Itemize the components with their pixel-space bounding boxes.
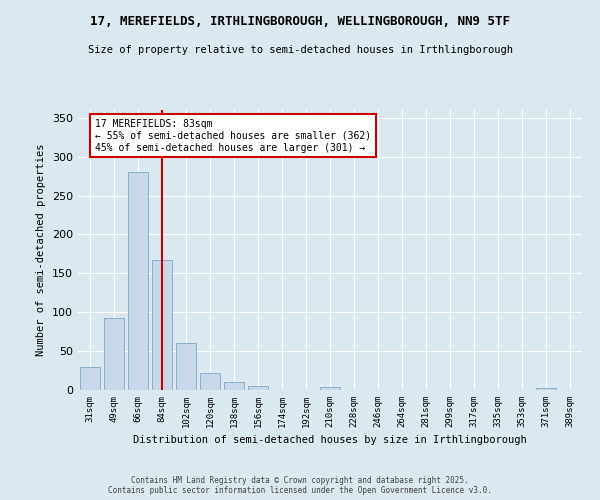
Bar: [248, 386, 268, 390]
Bar: [104, 318, 124, 390]
Text: 17, MEREFIELDS, IRTHLINGBOROUGH, WELLINGBOROUGH, NN9 5TF: 17, MEREFIELDS, IRTHLINGBOROUGH, WELLING…: [90, 15, 510, 28]
Bar: [224, 382, 244, 390]
Text: Size of property relative to semi-detached houses in Irthlingborough: Size of property relative to semi-detach…: [88, 45, 512, 55]
Bar: [152, 260, 172, 390]
Bar: [176, 344, 196, 390]
Bar: [128, 172, 148, 390]
Bar: [200, 373, 220, 390]
Y-axis label: Number of semi-detached properties: Number of semi-detached properties: [37, 144, 46, 356]
Text: Contains HM Land Registry data © Crown copyright and database right 2025.
Contai: Contains HM Land Registry data © Crown c…: [108, 476, 492, 495]
X-axis label: Distribution of semi-detached houses by size in Irthlingborough: Distribution of semi-detached houses by …: [133, 436, 527, 446]
Bar: [80, 366, 100, 390]
Bar: [536, 388, 556, 390]
Bar: [320, 387, 340, 390]
Text: 17 MEREFIELDS: 83sqm
← 55% of semi-detached houses are smaller (362)
45% of semi: 17 MEREFIELDS: 83sqm ← 55% of semi-detac…: [95, 120, 371, 152]
